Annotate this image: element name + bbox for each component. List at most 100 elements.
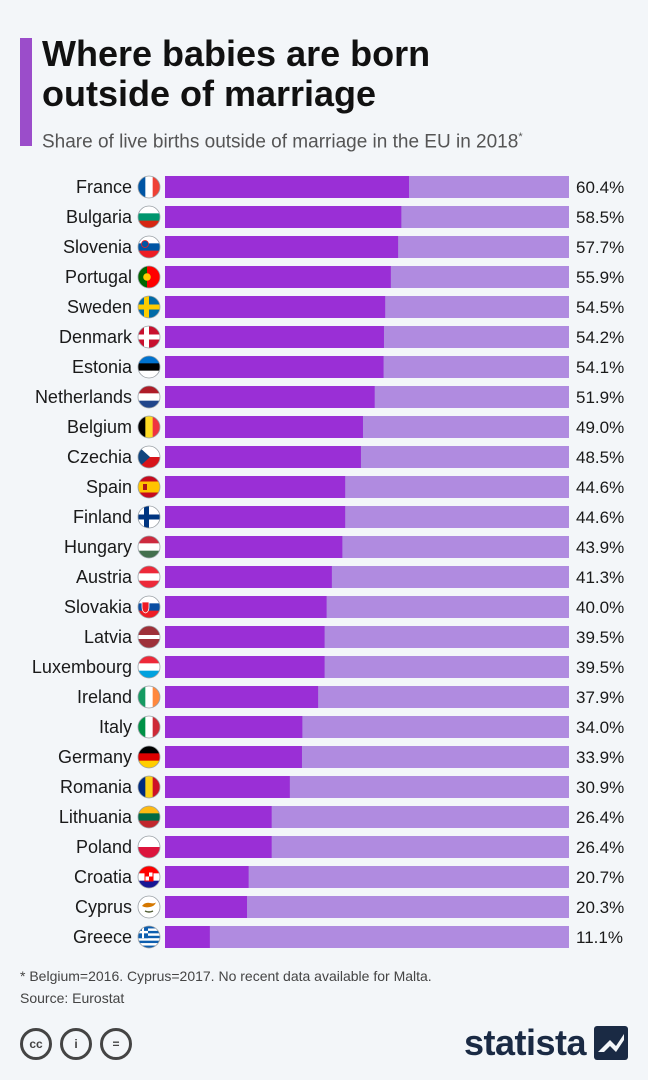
bar-row: Italy 34.0% (99, 715, 624, 739)
bar-row: Lithuania 26.4% (59, 805, 624, 829)
value-label: 44.6% (576, 508, 624, 527)
source-note: Source: Eurostat (20, 990, 125, 1006)
bar (165, 446, 361, 468)
value-label: 11.1% (576, 928, 623, 947)
bar-row: Czechia 48.5% (67, 445, 624, 469)
flag-croatia-icon (137, 865, 161, 889)
flag-bulgaria-icon (137, 205, 161, 229)
value-label: 26.4% (576, 838, 624, 857)
flag-spain-icon (137, 475, 161, 499)
value-label: 54.2% (576, 328, 624, 347)
bar-row: Belgium 49.0% (67, 415, 624, 439)
bar (165, 206, 402, 228)
bar (165, 506, 346, 528)
value-label: 30.9% (576, 778, 624, 797)
flag-cyprus-icon (137, 895, 161, 919)
flag-germany-icon (137, 745, 161, 769)
category-label: Lithuania (59, 807, 133, 827)
value-label: 44.6% (576, 478, 624, 497)
category-label: Estonia (72, 357, 133, 377)
bar-row: Denmark 54.2% (59, 325, 624, 349)
bar-row: Latvia 39.5% (84, 625, 624, 649)
bar-row: Sweden 54.5% (67, 295, 624, 319)
flag-greece-icon (137, 925, 161, 949)
value-label: 60.4% (576, 178, 624, 197)
bar-chart: France 60.4% Bulgaria 58.5% Slovenia 57.7% Por… (32, 175, 624, 949)
category-label: Germany (58, 747, 132, 767)
category-label: Finland (73, 507, 132, 527)
bar-row: Portugal 55.9% (65, 265, 624, 289)
category-label: Czechia (67, 447, 133, 467)
flag-finland-icon (137, 505, 161, 529)
bar (165, 356, 384, 378)
flag-sweden-icon (137, 295, 161, 319)
bar (165, 626, 325, 648)
bar-row: Germany 33.9% (58, 745, 624, 769)
bar-row: Cyprus 20.3% (75, 895, 624, 919)
bar (165, 926, 210, 948)
category-label: Portugal (65, 267, 132, 287)
logo-text: statista (463, 1022, 587, 1063)
category-label: Hungary (64, 537, 132, 557)
flag-slovenia-icon (137, 235, 161, 259)
value-label: 51.9% (576, 388, 624, 407)
category-label: France (76, 177, 132, 197)
bar-row: Bulgaria 58.5% (66, 205, 624, 229)
bar (165, 746, 302, 768)
bar-row: Austria 41.3% (76, 565, 624, 589)
flag-austria-icon (137, 565, 161, 589)
flag-latvia-icon (137, 625, 161, 649)
value-label: 40.0% (576, 598, 624, 617)
footnote: * Belgium=2016. Cyprus=2017. No recent d… (20, 968, 432, 984)
statista-mark-icon (594, 1026, 628, 1060)
value-label: 37.9% (576, 688, 624, 707)
bar-row: Slovenia 57.7% (63, 235, 624, 259)
bar (165, 566, 332, 588)
flag-czechia-icon (137, 445, 161, 469)
bar-track (165, 926, 569, 948)
bar (165, 896, 248, 918)
value-label: 43.9% (576, 538, 624, 557)
category-label: Belgium (67, 417, 132, 437)
bar (165, 416, 363, 438)
subtitle-footnote-mark: * (518, 131, 523, 143)
bar-row: Ireland 37.9% (77, 685, 624, 709)
flag-ireland-icon (137, 685, 161, 709)
bar (165, 266, 391, 288)
category-label: Cyprus (75, 897, 132, 917)
category-label: Spain (86, 477, 132, 497)
category-label: Sweden (67, 297, 132, 317)
bar (165, 536, 343, 558)
bar-row: Poland 26.4% (76, 835, 624, 859)
statista-logo[interactable]: statista (464, 1022, 628, 1064)
bar (165, 716, 303, 738)
bar-row: Netherlands 51.9% (35, 385, 624, 409)
bar (165, 776, 290, 798)
bar-track (165, 866, 569, 888)
bar (165, 476, 346, 498)
bar (165, 296, 386, 318)
value-label: 33.9% (576, 748, 624, 767)
category-label: Ireland (77, 687, 132, 707)
cc-icon[interactable]: cc (20, 1028, 52, 1060)
value-label: 41.3% (576, 568, 624, 587)
bar-track (165, 896, 569, 918)
bar (165, 596, 327, 618)
flag-hungary-icon (137, 535, 161, 559)
value-label: 34.0% (576, 718, 624, 737)
category-label: Italy (99, 717, 132, 737)
value-label: 57.7% (576, 238, 624, 257)
attribution-icon[interactable]: i (60, 1028, 92, 1060)
bar (165, 836, 272, 858)
flag-estonia-icon (137, 355, 161, 379)
flag-netherlands-icon (137, 385, 161, 409)
category-label: Luxembourg (32, 657, 132, 677)
category-label: Poland (76, 837, 132, 857)
bar-row: Estonia 54.1% (72, 355, 624, 379)
flag-luxembourg-icon (137, 655, 161, 679)
no-derivatives-icon[interactable]: = (100, 1028, 132, 1060)
flag-denmark-icon (137, 325, 161, 349)
category-label: Greece (73, 927, 132, 947)
category-label: Latvia (84, 627, 133, 647)
flag-slovakia-icon (137, 595, 161, 619)
